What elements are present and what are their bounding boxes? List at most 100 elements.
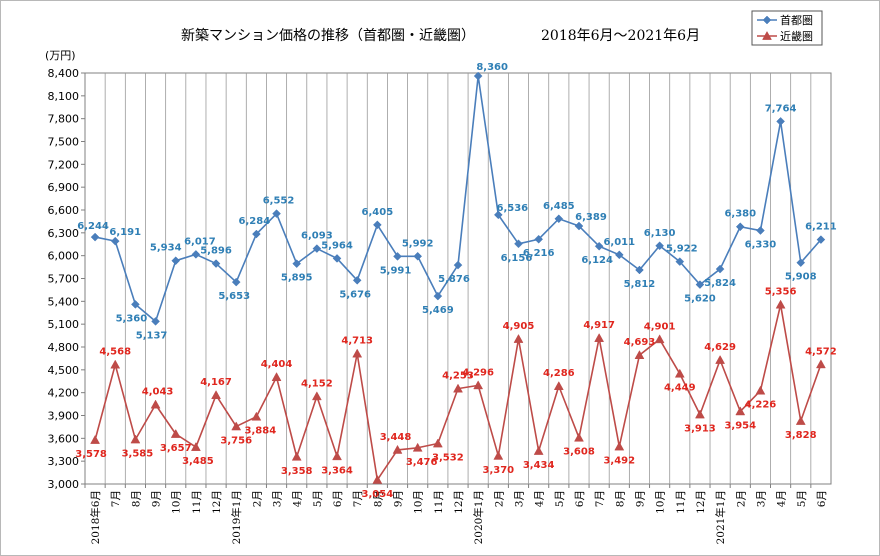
kinkiken-data-label: 5,356 (765, 287, 797, 298)
shutoken-point (776, 117, 785, 126)
kinkiken-data-label: 4,917 (583, 320, 615, 331)
shutoken-data-label: 5,137 (136, 330, 168, 341)
shutoken-data-label: 6,244 (77, 221, 109, 232)
shutoken-point (554, 214, 564, 224)
kinkiken-point (291, 451, 302, 461)
kinkiken-data-label: 4,629 (704, 342, 736, 353)
shutoken-data-label: 6,552 (263, 196, 295, 207)
y-tick-label: 5,400 (48, 295, 80, 308)
shutoken-data-label: 6,017 (184, 236, 216, 247)
kinkiken-data-label: 4,713 (341, 336, 373, 347)
shutoken-data-label: 6,536 (497, 203, 529, 214)
shutoken-point (292, 259, 302, 269)
shutoken-data-label: 5,824 (704, 278, 736, 289)
y-tick-label: 7,800 (48, 113, 80, 126)
shutoken-point (756, 226, 765, 235)
shutoken-data-label: 6,380 (724, 209, 756, 220)
shutoken-point (171, 256, 181, 266)
kinkiken-point (594, 333, 605, 342)
shutoken-point (614, 250, 624, 260)
kinkiken-data-label: 3,608 (563, 447, 595, 458)
x-tick-label: 8月 (130, 490, 142, 507)
x-tick-label: 2月 (251, 490, 263, 507)
kinkiken-data-label: 4,449 (664, 383, 696, 394)
shutoken-data-label: 5,991 (380, 265, 412, 276)
x-tick-label: 7月 (594, 490, 606, 507)
kinkiken-data-label: 4,693 (624, 337, 656, 348)
x-tick-label: 11月 (675, 490, 687, 514)
x-tick-label: 6月 (574, 490, 586, 507)
kinkiken-data-label: 4,043 (142, 387, 174, 398)
shutoken-point (372, 220, 382, 230)
shutoken-data-label: 6,405 (362, 207, 394, 218)
shutoken-point (715, 264, 725, 274)
kinkiken-data-label: 4,572 (805, 346, 837, 357)
kinkiken-point (311, 391, 322, 401)
legend-label: 首都圏 (780, 13, 813, 27)
shutoken-data-label: 5,360 (116, 313, 148, 324)
kinkiken-data-label: 4,404 (261, 359, 293, 370)
shutoken-data-label: 6,330 (745, 240, 777, 251)
shutoken-data-label: 6,124 (581, 255, 613, 266)
shutoken-data-label: 6,211 (805, 222, 837, 233)
kinkiken-point (271, 372, 282, 381)
y-tick-label: 3,900 (48, 410, 80, 423)
kinkiken-point (211, 390, 221, 400)
shutoken-point (796, 258, 806, 268)
y-tick-label: 6,600 (48, 204, 80, 217)
shutoken-data-label: 8,360 (476, 62, 508, 73)
kinkiken-data-label: 4,152 (301, 378, 333, 389)
shutoken-data-label: 6,284 (239, 216, 271, 227)
y-tick-label: 6,000 (48, 250, 80, 263)
kinkiken-data-label: 3,532 (432, 453, 464, 464)
kinkiken-data-label: 3,913 (684, 424, 716, 435)
shutoken-point (352, 275, 362, 285)
shutoken-point (635, 265, 644, 275)
y-tick-label: 3,000 (48, 478, 80, 491)
kinkiken-data-label: 4,286 (543, 368, 575, 379)
shutoken-data-label: 5,908 (785, 272, 817, 283)
shutoken-point (473, 71, 483, 81)
shutoken-data-label: 7,764 (765, 103, 797, 114)
shutoken-point (312, 244, 322, 253)
kinkiken-point (815, 359, 826, 369)
y-tick-label: 4,500 (48, 364, 80, 377)
shutoken-point (433, 291, 443, 301)
kinkiken-data-label: 4,296 (462, 367, 494, 378)
kinkiken-point (231, 421, 242, 431)
kinkiken-point (574, 432, 584, 442)
kinkiken-point (130, 434, 141, 444)
x-tick-label: 6月 (332, 490, 344, 507)
kinkiken-point (755, 385, 766, 395)
shutoken-point (393, 251, 402, 261)
shutoken-data-label: 5,676 (339, 289, 371, 300)
kinkiken-data-label: 3,054 (362, 489, 394, 500)
x-tick-label: 5月 (554, 490, 566, 507)
kinkiken-point (473, 380, 484, 390)
kinkiken-point (392, 444, 403, 454)
shutoken-data-label: 5,934 (150, 243, 182, 254)
x-tick-label: 3月 (755, 490, 767, 507)
kinkiken-point (695, 409, 705, 419)
y-tick-label: 8,100 (48, 90, 80, 103)
x-tick-label: 12月 (453, 490, 465, 514)
y-tick-label: 5,100 (48, 318, 80, 331)
shutoken-point (695, 280, 705, 289)
shutoken-point (816, 235, 826, 244)
kinkiken-point (90, 434, 101, 444)
x-tick-label: 10月 (171, 490, 183, 514)
kinkiken-data-label: 3,756 (220, 435, 252, 446)
kinkiken-point (251, 411, 262, 421)
shutoken-point (231, 277, 241, 287)
kinkiken-data-label: 4,901 (644, 321, 676, 332)
kinkiken-point (674, 368, 685, 378)
kinkiken-point (795, 415, 806, 425)
x-tick-label: 10月 (655, 490, 667, 514)
kinkiken-data-label: 3,585 (122, 448, 154, 459)
kinkiken-point (533, 445, 544, 455)
shutoken-data-label: 6,389 (575, 212, 607, 223)
kinkiken-data-label: 4,253 (442, 371, 474, 382)
kinkiken-data-label: 4,905 (503, 321, 535, 332)
shutoken-point (110, 236, 120, 246)
